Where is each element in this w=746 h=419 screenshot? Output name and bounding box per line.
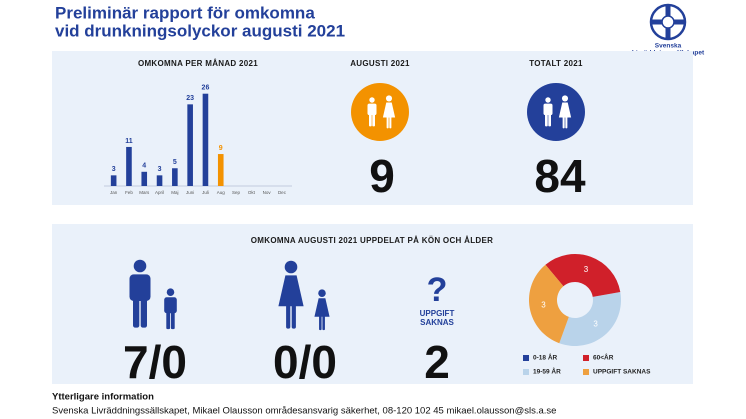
stat-value: 9 [369,150,395,202]
question-icon: ? [427,271,448,309]
legend-label: 60<ÅR [593,353,614,362]
icon-circle [351,83,409,141]
title-line: Preliminär rapport för omkomna [55,3,315,22]
x-tick-label: Aug [217,190,226,195]
value-label: 11 [125,138,133,145]
x-tick-label: Jan [110,190,118,195]
unknown-label: UPPGIFT [420,309,455,318]
footer-heading: Ytterligare information [52,392,154,403]
x-tick-label: Maj [171,190,178,195]
x-tick-label: Sep [232,190,241,195]
x-tick-label: Nov [263,190,272,195]
bar-chart: OMKOMNA PER MÅNAD 2021 Jan 3 Feb 11 Mars 4 Apr… [104,59,292,195]
icon-circle [527,83,585,141]
x-tick-label: Juli [202,190,209,195]
chart-title: OMKOMNA PER MÅNAD 2021 [138,59,258,68]
logo-text: Svenska [655,43,682,50]
value-label: 9 [219,145,223,152]
donut-segment [559,292,621,346]
x-tick-label: Feb [125,190,133,195]
value-label: 5 [173,159,177,166]
donut-segment [545,253,621,297]
legend-label: UPPGIFT SAKNAS [593,369,651,376]
stat-value: 84 [534,150,586,202]
unknown-count: 2 [424,336,450,388]
bar [202,93,209,186]
legend-label: 0-18 ÅR [533,353,558,362]
x-tick-label: Mars [139,190,150,195]
value-label: 3 [158,166,162,173]
x-tick-label: Juni [186,190,194,195]
bar [187,104,193,186]
donut-segment [528,264,569,344]
bar [217,154,224,186]
bar [156,175,163,186]
stat-label: AUGUSTI 2021 [350,59,410,68]
women-count: 0/0 [273,336,337,388]
legend-swatch [583,369,589,375]
bar [110,175,117,186]
legend-swatch [523,369,529,375]
x-tick-label: Dec [278,190,287,195]
value-label: 3 [112,166,116,173]
legend-label: 19-59 ÅR [533,367,561,376]
logo [649,3,687,41]
bar [141,171,148,186]
legend-swatch [583,355,589,361]
unknown-label: SAKNAS [420,318,454,327]
footer-text: Svenska Livräddningssällskapet, Mikael O… [52,406,556,417]
stat-label: TOTALT 2021 [529,59,583,68]
value-label: 4 [142,163,146,170]
section-title: OMKOMNA AUGUSTI 2021 UPPDELAT PÅ KÖN OCH… [251,236,493,245]
men-count: 7/0 [123,336,187,388]
donut-chart: 3 3 3 0-18 ÅR 19-59 ÅR 60<ÅR UPPGIFT SAKNAS [523,253,651,376]
x-tick-label: Okt [248,190,256,195]
bar [172,168,178,186]
title-line: vid drunkningsolyckor augusti 2021 [55,21,345,40]
value-label: 3 [593,320,598,329]
x-tick-label: April [155,190,164,195]
legend-swatch [523,355,529,361]
value-label: 3 [541,301,546,310]
bar [126,146,132,186]
value-label: 23 [186,95,194,102]
value-label: 3 [584,265,589,274]
value-label: 26 [202,85,210,92]
